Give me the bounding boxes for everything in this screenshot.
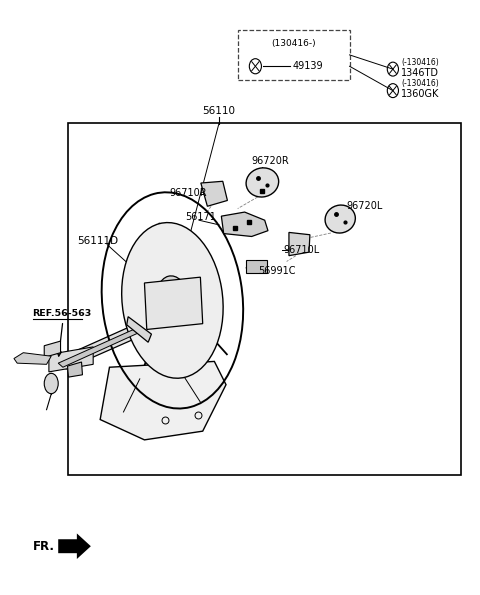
Ellipse shape [122,223,223,378]
Polygon shape [14,353,51,364]
Text: 49139: 49139 [293,61,324,71]
Text: (130416-): (130416-) [271,39,316,48]
Polygon shape [144,277,203,330]
Text: 96710R: 96710R [169,188,207,198]
Polygon shape [55,325,145,369]
Polygon shape [100,361,226,440]
Text: 96710L: 96710L [283,245,320,255]
Text: 96720R: 96720R [252,156,289,166]
Polygon shape [58,328,142,367]
Text: 56110: 56110 [203,106,236,116]
Polygon shape [289,233,310,256]
Text: (-130416): (-130416) [401,58,439,67]
Polygon shape [49,347,93,372]
Ellipse shape [325,205,355,233]
Text: 56991C: 56991C [259,266,296,275]
Polygon shape [221,212,268,236]
Polygon shape [68,362,83,377]
Bar [68,123,461,475]
Ellipse shape [156,276,189,325]
Text: (-130416): (-130416) [401,79,439,88]
Text: 96720L: 96720L [346,201,383,211]
Text: 1346TD: 1346TD [401,68,439,77]
Polygon shape [44,341,60,358]
Polygon shape [246,260,266,273]
Polygon shape [127,317,151,342]
Polygon shape [58,534,91,559]
Text: 56171: 56171 [185,212,216,223]
Polygon shape [201,181,228,206]
Bar [238,30,349,80]
Ellipse shape [246,168,279,197]
Text: FR.: FR. [33,540,55,553]
Text: 1360GK: 1360GK [401,89,440,99]
Text: REF.56-563: REF.56-563 [33,309,92,318]
Text: 56111D: 56111D [77,236,118,246]
Ellipse shape [44,373,58,394]
